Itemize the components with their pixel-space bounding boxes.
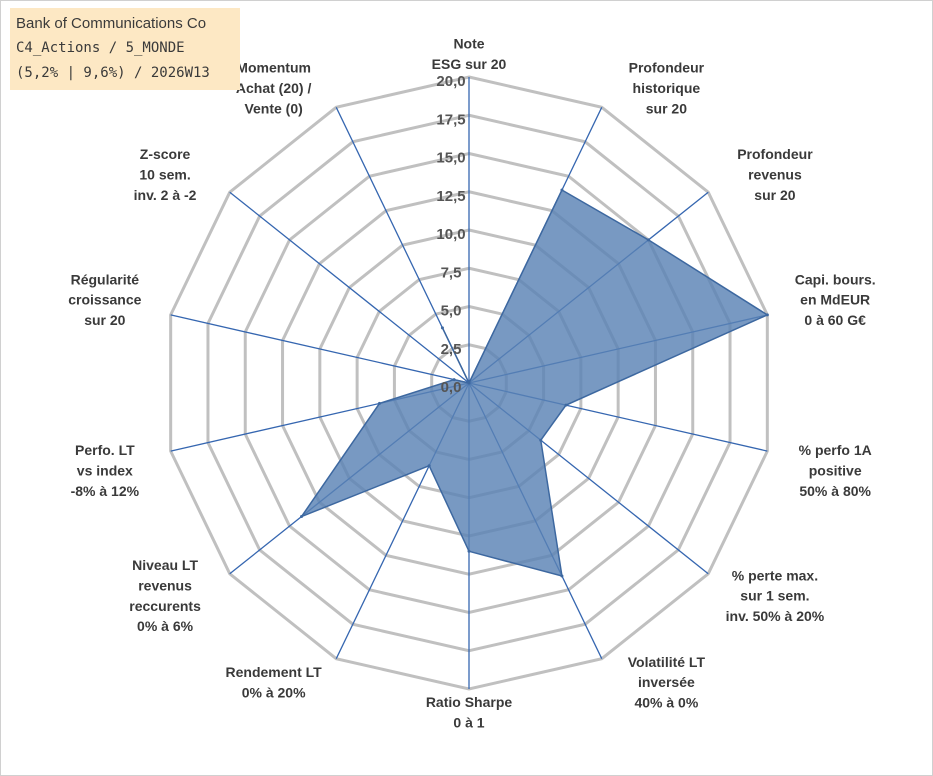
data-point-6	[560, 574, 564, 578]
axis-label-12: Z-score 10 sem. inv. 2 à -2	[134, 146, 197, 203]
spoke-11	[170, 314, 470, 384]
tick-label-2: 5,0	[441, 303, 462, 320]
stats-line: (5,2% | 9,6%) / 2026W13	[16, 65, 210, 81]
spoke-12	[229, 191, 470, 384]
axis-label-4: % perfo 1A positive 50% à 80%	[799, 442, 872, 499]
label-layer: Note ESG sur 20 Profondeur historique sur 20…	[68, 36, 875, 731]
company-name: Bank of Communications Co	[16, 15, 207, 32]
portfolio-line: C4_Actions / 5_MONDE	[16, 40, 185, 56]
series-area	[299, 188, 769, 578]
axis-label-11: Régularité croissance sur 20	[68, 271, 141, 328]
series-layer	[299, 188, 769, 578]
data-point-13	[440, 326, 444, 330]
data-point-4	[564, 403, 568, 407]
axis-label-3: Capi. bours. en MdEUR 0 à 60 G€	[795, 271, 876, 328]
axis-label-6: Volatilité LT inversée 40% à 0%	[628, 654, 706, 711]
data-point-8	[427, 464, 431, 468]
axis-label-2: Profondeur revenus sur 20	[737, 146, 813, 203]
data-point-9	[300, 515, 304, 519]
data-point-1	[560, 188, 564, 192]
data-point-12	[467, 381, 471, 385]
data-point-5	[539, 438, 543, 442]
tick-label-0: 0,0	[441, 379, 462, 396]
tick-layer: 0,0 2,5 5,0 7,5 10,0 12,5 15,0 17,5 20,0	[436, 73, 465, 396]
axis-label-13: Momentum Achat (20) / Vente (0)	[236, 60, 312, 117]
axis-label-1: Profondeur historique sur 20	[629, 60, 705, 117]
tick-label-3: 7,5	[441, 264, 462, 281]
tick-label-1: 2,5	[441, 341, 462, 358]
axis-label-5: % perte max. sur 1 sem. inv. 50% à 20%	[726, 567, 825, 624]
data-point-11	[452, 378, 456, 382]
data-point-3	[765, 313, 769, 317]
axis-label-8: Rendement LT 0% à 20%	[226, 664, 323, 700]
tick-label-6: 15,0	[436, 150, 465, 167]
axis-label-9: Niveau LT revenus reccurents 0% à 6%	[129, 557, 201, 634]
data-point-10	[378, 401, 382, 405]
axis-label-7: Ratio Sharpe 0 à 1	[426, 694, 513, 730]
axis-label-10: Perfo. LT vs index -8% à 12%	[71, 442, 140, 499]
data-point-7	[467, 549, 471, 553]
tick-label-5: 12,5	[436, 188, 465, 205]
tick-label-7: 17,5	[436, 111, 465, 128]
tick-label-8: 20,0	[436, 73, 465, 90]
info-box: Bank of Communications Co C4_Actions / 5…	[10, 8, 240, 90]
data-point-2	[646, 238, 650, 242]
axis-label-0: Note ESG sur 20	[432, 36, 507, 72]
tick-label-4: 10,0	[436, 226, 465, 243]
